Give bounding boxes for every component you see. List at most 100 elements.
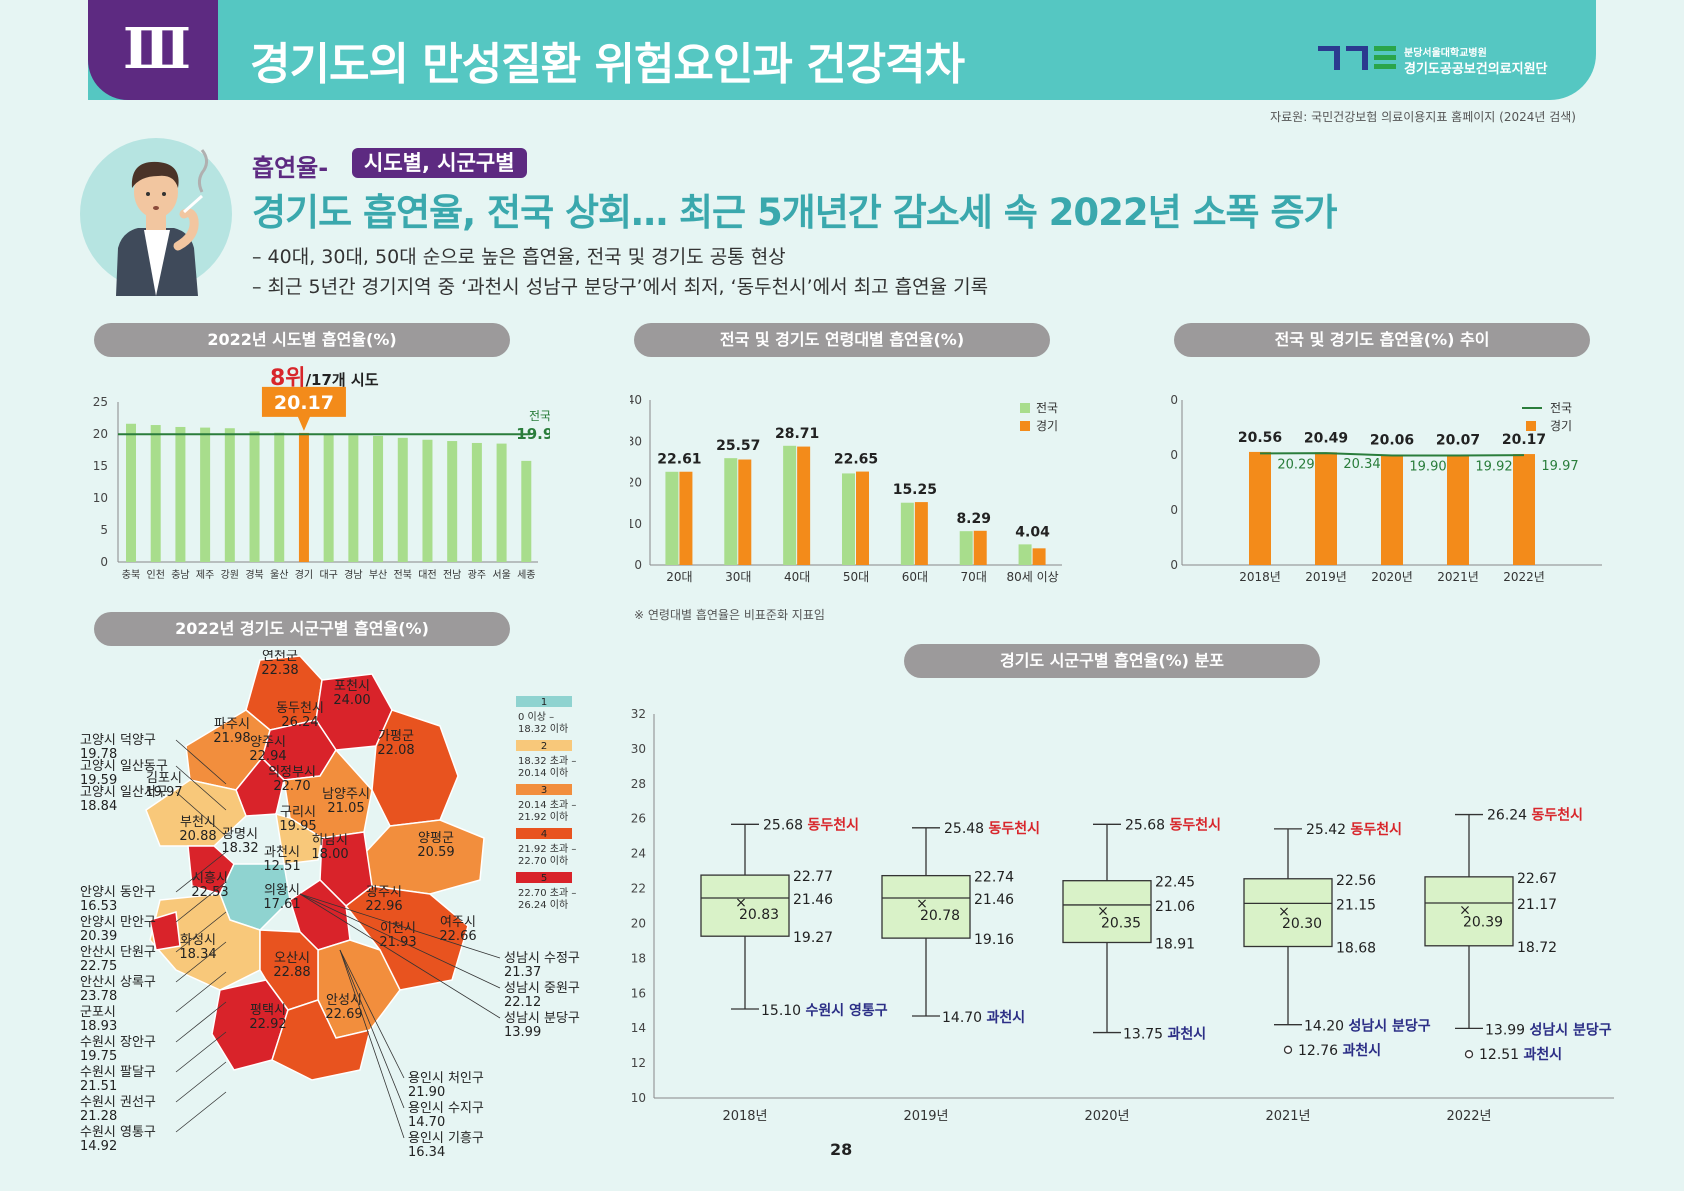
map-region — [371, 709, 459, 827]
national-value-label: 19.90 — [1409, 460, 1446, 475]
national-trend-line — [1259, 452, 1525, 457]
median-label: 21.06 — [1155, 899, 1195, 915]
hospital-logo-icon — [1318, 46, 1396, 70]
callout-name: 고양시 덕양구 — [80, 733, 156, 748]
callout-value: 14.92 — [80, 1139, 117, 1154]
national-value-label: 19.97 — [1541, 459, 1578, 474]
mean-marker: × — [1097, 903, 1109, 919]
callout-leader-line — [299, 893, 501, 959]
legend-class: 2 — [541, 741, 547, 752]
bar-gyeonggi — [1032, 548, 1046, 565]
callout-value: 21.51 — [80, 1079, 117, 1094]
callout-leader-line — [175, 765, 227, 811]
pill-trend: 전국 및 경기도 흡연율(%) 추이 — [1174, 323, 1590, 357]
y-tick-label: 20 — [1170, 448, 1178, 462]
x-tick-label: 경남 — [344, 568, 362, 581]
callout-leader-line — [175, 851, 227, 893]
y-tick-label: 0 — [100, 555, 108, 569]
bar-national — [665, 471, 679, 565]
gyeonggi-value-label: 20.17 — [1502, 432, 1546, 448]
callout-leader-line — [339, 949, 405, 1079]
headline: 경기도 흡연율, 전국 상회… 최근 5개년간 감소세 속 2022년 소폭 증… — [252, 191, 1338, 234]
map-region-value: 19.95 — [279, 819, 316, 834]
y-tick-label: 10 — [93, 491, 108, 505]
y-tick-label: 10 — [1170, 503, 1178, 517]
y-tick-label: 16 — [631, 986, 646, 1000]
bar — [348, 435, 359, 562]
legend-label: 경기 — [1036, 419, 1058, 433]
map-region-value: 19.97 — [145, 785, 182, 800]
data-label: 8.29 — [956, 511, 991, 527]
y-tick-label: 28 — [631, 777, 646, 791]
q3-label: 22.74 — [974, 870, 1014, 886]
bar — [224, 428, 235, 562]
bar — [274, 432, 285, 562]
bar-gyeonggi — [679, 471, 693, 565]
callout-value: 19.78 — [80, 747, 117, 762]
map-region-name: 안성시 — [326, 993, 362, 1008]
rank-sub: /17개 시도 — [305, 371, 379, 389]
map-region-name: 이천시 — [380, 921, 416, 936]
legend-swatch — [516, 828, 572, 839]
x-tick-label: 40대 — [784, 570, 810, 584]
topic-label: 흡연율- — [252, 154, 329, 182]
callout-value: 20.39 — [80, 929, 117, 944]
callout-value: 18.93 — [80, 1019, 117, 1034]
sido-bar-chart: 0 5 10 15 20 25 충북 인천 충남 제주 강원 경북 울산 경기 20.17 대구 경남 부산 전북 대… — [93, 386, 550, 581]
y-tick-label: 0 — [1170, 558, 1178, 572]
median-label: 21.46 — [974, 892, 1014, 908]
callout-name: 용인시 기흥구 — [408, 1131, 484, 1146]
map-region — [149, 911, 181, 951]
y-tick-label: 14 — [631, 1021, 646, 1035]
max-region-name: 동두천시 — [989, 821, 1041, 837]
callout-value: 19.75 — [80, 1049, 117, 1064]
bar-national — [1018, 544, 1032, 565]
map-region-name: 남양주시 — [322, 787, 370, 802]
legend-label: 경기 — [1550, 419, 1572, 433]
x-tick-label: 2022년 — [1503, 570, 1545, 584]
national-value-label: 19.92 — [1475, 459, 1512, 474]
national-value-label: 20.29 — [1277, 457, 1314, 472]
callout-leader-line — [175, 791, 227, 837]
legend-range-to: 21.92 이하 — [518, 810, 568, 823]
x-tick-label: 서울 — [492, 569, 510, 581]
callout-leader-line — [299, 893, 501, 989]
min-region-name: 성남시 분당구 — [1349, 1018, 1431, 1035]
map-region-value: 22.08 — [377, 743, 414, 758]
bar-national — [783, 445, 797, 565]
age-note: ※ 연령대별 흡연율은 비표준화 지표임 — [634, 608, 825, 622]
callout-name: 성남시 수정구 — [504, 951, 580, 966]
bar-gyeonggi — [1249, 451, 1271, 565]
map-region-value: 20.59 — [417, 845, 454, 860]
rank-main: 8위 — [270, 366, 306, 391]
map-region-name: 의왕시 — [264, 883, 300, 898]
mean-marker: × — [735, 895, 747, 911]
map-region-value: 22.66 — [439, 929, 476, 944]
source-note: 자료원: 국민건강보험 의료이용지표 홈페이지 (2024년 검색) — [1270, 110, 1576, 124]
x-tick-label: 경북 — [245, 568, 263, 581]
x-tick-label: 2021년 — [1437, 570, 1479, 584]
max-region-name: 동두천시 — [1170, 817, 1222, 833]
y-tick-label: 30 — [1170, 395, 1178, 407]
bar-gyeonggi — [1315, 452, 1337, 565]
pill-map: 2022년 경기도 시군구별 흡연율(%) — [94, 612, 510, 646]
x-tick-label: 2018년 — [722, 1109, 767, 1124]
bar — [471, 442, 482, 562]
map-region-name: 구리시 — [280, 805, 316, 820]
callout-value: 22.75 — [80, 959, 117, 974]
bar-gyeonggi — [1381, 454, 1403, 565]
min-label: 14.20 성남시 분당구 — [1304, 1018, 1431, 1035]
y-tick-label: 25 — [93, 395, 108, 409]
q3-label: 22.45 — [1155, 875, 1195, 891]
callout-leader-line — [175, 1001, 227, 1043]
map-region-value: 18.32 — [221, 841, 258, 856]
x-tick-label: 강원 — [221, 569, 239, 581]
legend-class: 3 — [541, 785, 547, 796]
callout-leader-line — [175, 1031, 227, 1073]
min-region-name: 성남시 분당구 — [1530, 1021, 1612, 1038]
bar-gyeonggi — [797, 446, 811, 565]
median-label: 21.17 — [1517, 897, 1557, 913]
mean-label: 20.35 — [1101, 915, 1141, 931]
x-tick-label: 2020년 — [1084, 1109, 1129, 1124]
map-region-value: 22.53 — [191, 885, 228, 900]
